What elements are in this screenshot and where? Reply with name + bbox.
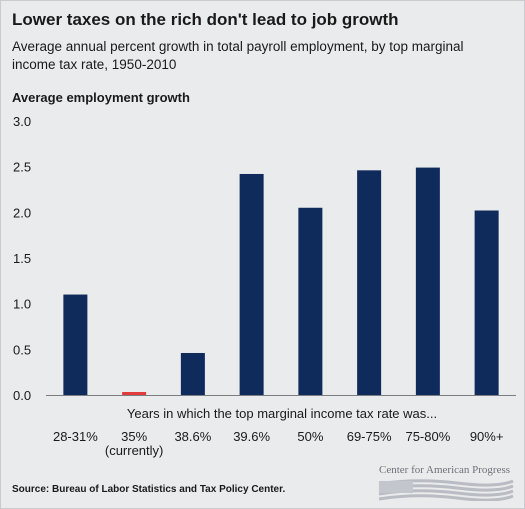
center-for-american-progress-logo: Center for American Progress	[377, 464, 517, 502]
bar	[239, 173, 264, 395]
bar	[63, 294, 88, 395]
y-tick-label: 0.0	[13, 388, 31, 403]
y-tick-label: 3.0	[13, 114, 31, 129]
x-tick-label: 35%	[121, 429, 147, 444]
x-tick-label: 69-75%	[347, 429, 392, 444]
y-tick-label: 2.0	[13, 205, 31, 220]
y-tick-label: 0.5	[13, 342, 31, 357]
x-tick-label: 38.6%	[174, 429, 211, 444]
source-note: Source: Bureau of Labor Statistics and T…	[12, 484, 286, 495]
x-tick-label: 28-31%	[53, 429, 98, 444]
y-axis-label: Average employment growth	[12, 90, 190, 105]
x-axis-label: Years in which the top marginal income t…	[127, 406, 437, 421]
logo-text: Center for American Progress	[379, 464, 511, 476]
y-tick-label: 1.0	[13, 297, 31, 312]
bar	[298, 207, 323, 395]
y-tick-label: 1.5	[13, 251, 31, 266]
bar	[474, 210, 499, 395]
x-tick-label: 39.6%	[233, 429, 270, 444]
chart-title: Lower taxes on the rich don't lead to jo…	[12, 10, 399, 29]
bar	[357, 170, 382, 395]
bar	[415, 167, 440, 395]
y-tick-label: 2.5	[13, 160, 31, 175]
flag-stripes-icon	[378, 479, 514, 501]
bar	[180, 352, 205, 395]
bar	[122, 392, 147, 395]
x-tick-label: 75-80%	[405, 429, 450, 444]
x-tick-label: 50%	[297, 429, 323, 444]
bar-chart: 0.0 0.5 1.0 1.5 2.0 2.5 3.0 28-31% 35%(currently…	[13, 114, 516, 458]
x-tick-label: (currently)	[105, 443, 164, 458]
chart-subtitle: Average annual percent growth in total p…	[12, 39, 464, 72]
x-tick-label: 90%+	[470, 429, 504, 444]
